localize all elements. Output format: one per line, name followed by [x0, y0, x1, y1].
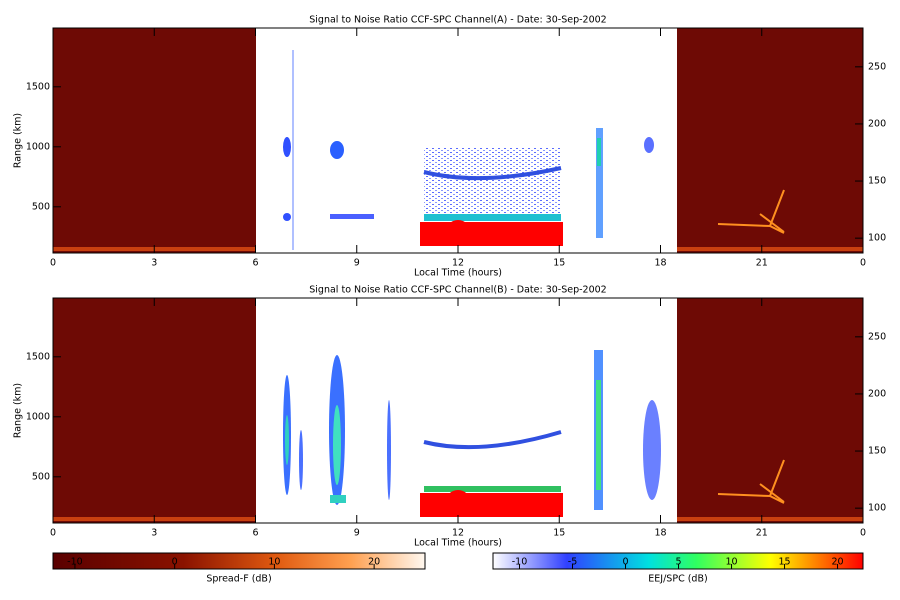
x-tick-label: 9 — [354, 258, 360, 269]
y-tick-label: 1000 — [26, 141, 50, 152]
y2-tick-label: 200 — [868, 118, 886, 129]
colorbar-tick-label: -5 — [568, 557, 577, 568]
plot-b-image — [53, 298, 863, 523]
y-tick-label: 1500 — [26, 351, 50, 362]
x-tick-label: 6 — [252, 528, 258, 539]
y-tick-label: 1500 — [26, 81, 50, 92]
y2-tick-label: 250 — [868, 61, 886, 72]
colorbar-gradient — [53, 553, 425, 569]
colorbar-gradient — [493, 553, 863, 569]
colorbar-tick-label: 10 — [268, 557, 280, 568]
x-tick-label: 0 — [50, 528, 56, 539]
x-tick-label: 18 — [654, 528, 666, 539]
x-axis-label: Local Time (hours) — [414, 538, 502, 549]
x-tick-label: 18 — [654, 258, 666, 269]
y2-tick-label: 250 — [868, 331, 886, 342]
x-tick-label: 21 — [756, 258, 768, 269]
x-tick-label: 21 — [756, 528, 768, 539]
colorbar-tick-label: -10 — [512, 557, 528, 568]
colorbar-tick-label: 10 — [725, 557, 737, 568]
x-tick-label: 15 — [553, 258, 565, 269]
colorbar-frame — [492, 552, 864, 570]
y-tick-label: 1000 — [26, 411, 50, 422]
x-tick-label: 0 — [860, 528, 866, 539]
y-axis-label: Range (km) — [13, 113, 24, 168]
colorbar-label: Spread-F (dB) — [206, 574, 271, 585]
colorbar-tick-label: 20 — [368, 557, 380, 568]
chart-title: Signal to Noise Ratio CCF-SPC Channel(A)… — [309, 15, 606, 26]
x-tick-label: 9 — [354, 528, 360, 539]
x-tick-label: 12 — [452, 528, 464, 539]
x-axis-label: Local Time (hours) — [414, 268, 502, 279]
colorbar-tick-label: 0 — [622, 557, 628, 568]
colorbar-frame — [52, 552, 426, 570]
chart-title: Signal to Noise Ratio CCF-SPC Channel(B)… — [309, 285, 606, 296]
colorbar-tick-label: 0 — [172, 557, 178, 568]
x-tick-label: 6 — [252, 258, 258, 269]
y-axis-label: Range (km) — [13, 383, 24, 438]
colorbar-tick-label: 15 — [779, 557, 791, 568]
x-tick-label: 0 — [860, 258, 866, 269]
y2-tick-label: 100 — [868, 233, 886, 244]
y2-tick-label: 200 — [868, 388, 886, 399]
y2-tick-label: 100 — [868, 503, 886, 514]
x-tick-label: 0 — [50, 258, 56, 269]
x-tick-label: 15 — [553, 528, 565, 539]
plot-a-image — [53, 28, 863, 253]
x-tick-label: 12 — [452, 258, 464, 269]
y2-tick-label: 150 — [868, 446, 886, 457]
y-tick-label: 500 — [32, 471, 50, 482]
colorbar-tick-label: 20 — [832, 557, 844, 568]
colorbar-tick-label: 5 — [676, 557, 682, 568]
x-tick-label: 3 — [151, 528, 157, 539]
colorbar-tick-label: -10 — [67, 557, 83, 568]
y-tick-label: 500 — [32, 201, 50, 212]
y2-tick-label: 150 — [868, 176, 886, 187]
colorbar-label: EEJ/SPC (dB) — [648, 574, 707, 585]
x-tick-label: 3 — [151, 258, 157, 269]
